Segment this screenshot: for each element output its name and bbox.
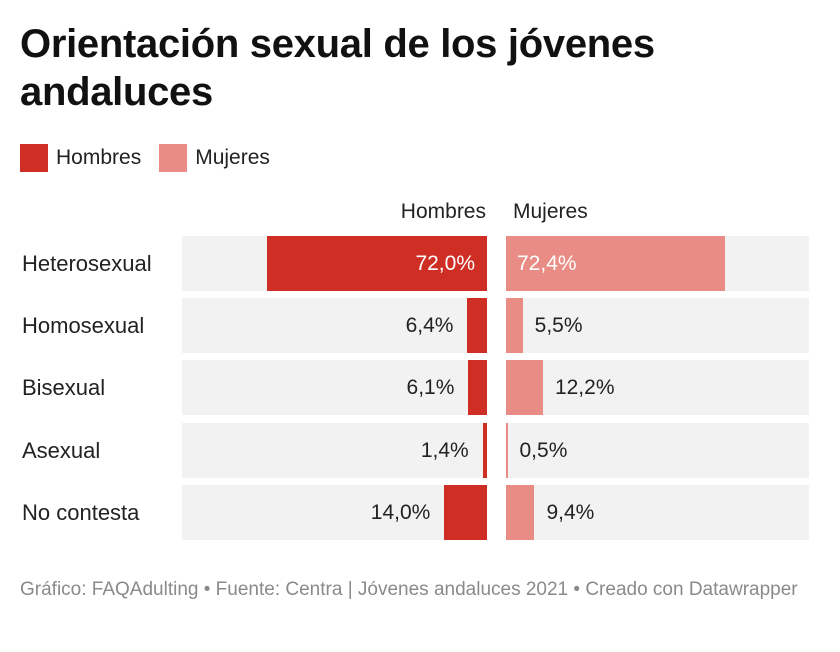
bar-mujeres-no-contesta [506, 484, 535, 540]
legend: Hombres Mujeres [20, 142, 288, 174]
bar-hombres-asexual [482, 422, 487, 478]
track-hombres-homosexual: 6,4% [182, 298, 487, 354]
bar-hombres-bisexual [468, 360, 487, 416]
column-header-mujeres: Mujeres [513, 200, 588, 223]
track-hombres-asexual: 1,4% [182, 422, 487, 478]
value-label-hombres-no-contesta: 14,0% [370, 500, 431, 524]
bar-mujeres-homosexual [506, 298, 523, 354]
value-label-hombres-asexual: 1,4% [420, 438, 469, 462]
track-hombres-heterosexual: 72,0% [182, 236, 487, 291]
value-label-mujeres-bisexual: 12,2% [554, 376, 615, 400]
value-label-mujeres-homosexual: 5,5% [534, 314, 583, 338]
category-label-heterosexual: Heterosexual [22, 251, 152, 276]
value-label-mujeres-asexual: 0,5% [519, 438, 568, 462]
value-label-hombres-homosexual: 6,4% [405, 314, 454, 338]
track-hombres-bisexual: 6,1% [182, 360, 487, 416]
chart-title: Orientación sexual de los jóvenes andalu… [20, 22, 655, 114]
value-label-mujeres-heterosexual: 72,4% [517, 252, 577, 275]
legend-label-hombres: Hombres [56, 146, 142, 169]
source-footer: Gráfico: FAQAdulting • Fuente: Centra | … [20, 579, 798, 600]
bar-hombres-homosexual [467, 298, 487, 354]
legend-swatch-hombres [20, 144, 48, 172]
track-mujeres-no-contesta: 9,4% [506, 484, 809, 540]
bar-row-homosexual: Homosexual 6,4% 5,5% [0, 298, 840, 354]
track-hombres-no-contesta: 14,0% [182, 484, 487, 540]
legend-label-mujeres: Mujeres [195, 146, 270, 169]
value-label-hombres-heterosexual: 72,0% [415, 252, 475, 275]
bar-row-bisexual: Bisexual 6,1% 12,2% [0, 360, 840, 416]
category-label-asexual: Asexual [22, 437, 101, 463]
legend-swatch-mujeres [159, 144, 188, 172]
track-mujeres-asexual: 0,5% [506, 422, 809, 478]
column-header-hombres: Hombres [400, 200, 486, 223]
bar-row-heterosexual: Heterosexual 72,0% 72,4% [0, 236, 840, 291]
bar-mujeres-heterosexual [506, 236, 726, 291]
bar-mujeres-asexual [506, 422, 508, 478]
bar-row-no-contesta: No contesta 14,0% 9,4% [0, 484, 840, 540]
bar-mujeres-bisexual [506, 360, 543, 416]
track-mujeres-heterosexual: 72,4% [506, 236, 809, 291]
track-mujeres-homosexual: 5,5% [506, 298, 809, 354]
category-label-bisexual: Bisexual [22, 375, 106, 401]
value-label-mujeres-no-contesta: 9,4% [546, 500, 595, 524]
bar-hombres-no-contesta [444, 484, 487, 540]
legend-item-hombres: Hombres [20, 144, 141, 172]
track-mujeres-bisexual: 12,2% [506, 360, 809, 416]
value-label-hombres-bisexual: 6,1% [406, 376, 455, 400]
legend-item-mujeres: Mujeres [159, 144, 270, 172]
bar-hombres-heterosexual [267, 236, 487, 291]
category-label-no-contesta: No contesta [22, 499, 140, 525]
category-label-homosexual: Homosexual [22, 313, 145, 339]
bar-row-asexual: Asexual 1,4% 0,5% [0, 422, 840, 478]
